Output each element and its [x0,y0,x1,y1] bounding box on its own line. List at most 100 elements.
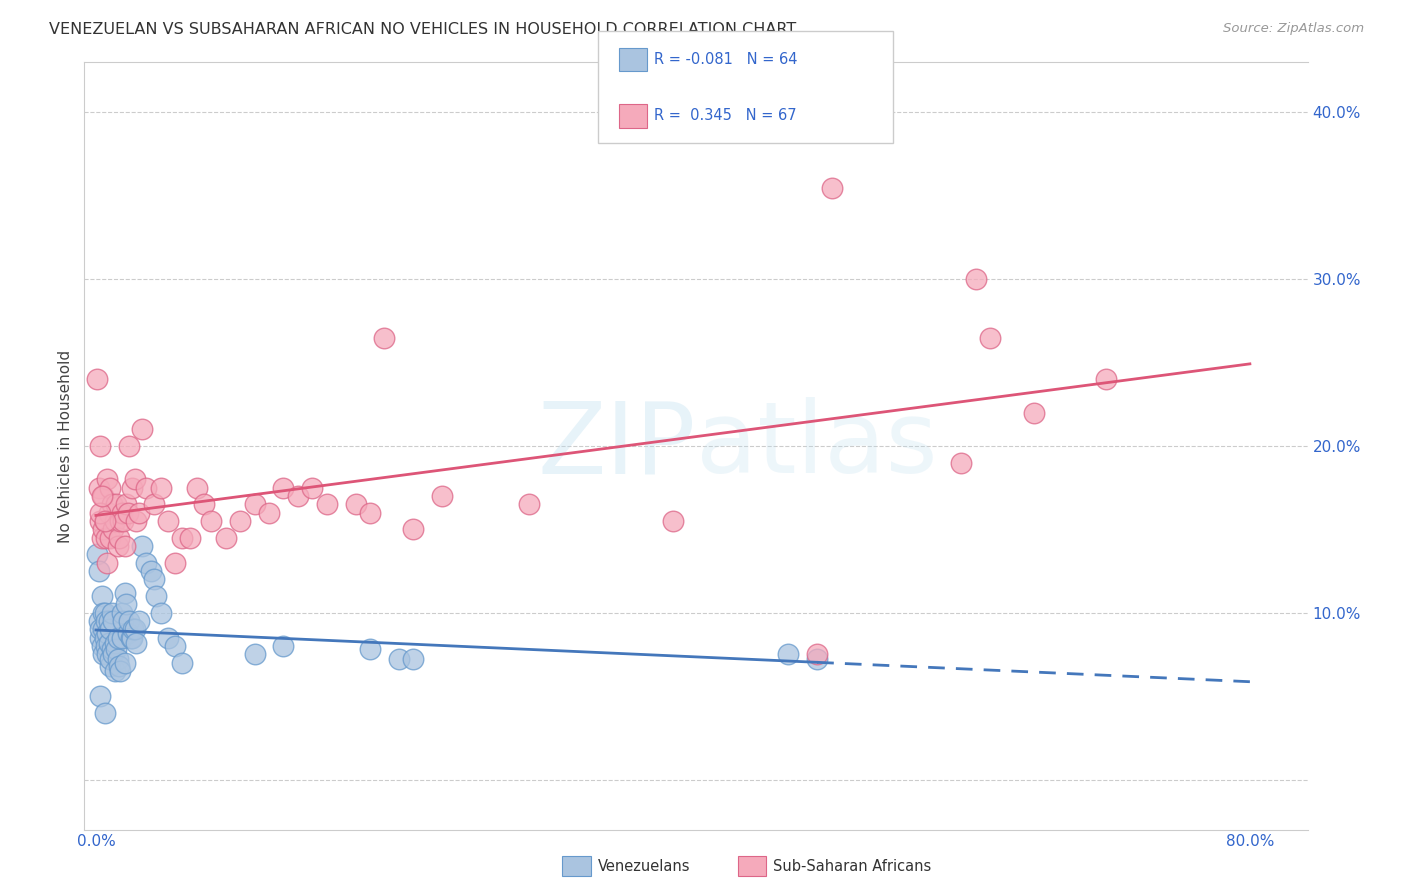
Point [165,639,187,653]
Point [128,614,150,628]
Point [104,514,127,528]
Point [110,514,132,528]
Point [111,606,134,620]
Point [98,623,121,637]
Point [90,639,112,653]
Point [96,625,118,640]
Point [778,648,800,662]
Point [91,648,114,662]
Point [93,514,115,528]
Point [97,614,120,628]
Point [965,272,987,286]
Text: Venezuelans: Venezuelans [598,859,690,873]
Text: Source: ZipAtlas.com: Source: ZipAtlas.com [1223,22,1364,36]
Point [98,531,121,545]
Point [820,180,842,194]
Point [172,656,194,670]
Point [120,631,142,645]
Point [179,531,201,545]
Point [118,614,141,628]
Point [131,422,153,436]
Point [114,656,136,670]
Point [93,514,115,528]
Point [89,631,111,645]
Point [402,522,425,536]
Point [662,514,685,528]
Point [111,631,134,645]
Point [117,625,139,640]
Point [243,497,266,511]
Point [89,439,111,453]
Point [142,497,165,511]
Text: R = -0.081   N = 64: R = -0.081 N = 64 [654,53,797,67]
Point [94,639,117,653]
Point [243,648,266,662]
Point [193,497,215,511]
Point [112,614,135,628]
Point [94,531,117,545]
Y-axis label: No Vehicles in Household: No Vehicles in Household [58,350,73,542]
Point [1022,406,1045,420]
Point [229,514,252,528]
Point [100,497,122,511]
Point [103,614,125,628]
Point [517,497,540,511]
Point [90,531,112,545]
Point [104,636,127,650]
Point [315,497,337,511]
Point [165,556,187,570]
Point [96,648,118,662]
Point [1094,372,1116,386]
Point [117,506,139,520]
Point [142,573,165,587]
Point [96,472,118,486]
Point [110,664,132,678]
Text: VENEZUELAN VS SUBSAHARAN AFRICAN NO VEHICLES IN HOUSEHOLD CORRELATION CHART: VENEZUELAN VS SUBSAHARAN AFRICAN NO VEHI… [49,22,796,37]
Point [950,456,973,470]
Point [107,539,129,553]
Point [430,489,453,503]
Point [979,330,1001,344]
Point [806,648,828,662]
Point [111,506,134,520]
Point [91,522,114,536]
Point [93,706,115,720]
Point [125,636,148,650]
Point [125,514,148,528]
Point [87,481,110,495]
Point [90,589,112,603]
Point [87,614,110,628]
Point [186,481,208,495]
Point [87,564,110,578]
Point [98,481,121,495]
Point [344,497,367,511]
Point [108,659,131,673]
Point [172,531,194,545]
Point [86,548,108,562]
Point [105,497,128,511]
Point [402,652,425,666]
Point [215,531,238,545]
Point [124,623,146,637]
Point [121,631,143,645]
Point [108,531,131,545]
Point [112,514,135,528]
Point [98,659,121,673]
Point [806,652,828,666]
Point [93,631,115,645]
Point [103,522,125,536]
Point [114,539,136,553]
Point [89,689,111,703]
Point [89,514,111,528]
Point [135,556,157,570]
Point [103,648,125,662]
Point [273,481,295,495]
Point [139,564,162,578]
Point [145,589,167,603]
Point [104,664,127,678]
Point [287,489,309,503]
Point [118,439,141,453]
Point [131,539,153,553]
Point [94,614,117,628]
Point [135,481,157,495]
